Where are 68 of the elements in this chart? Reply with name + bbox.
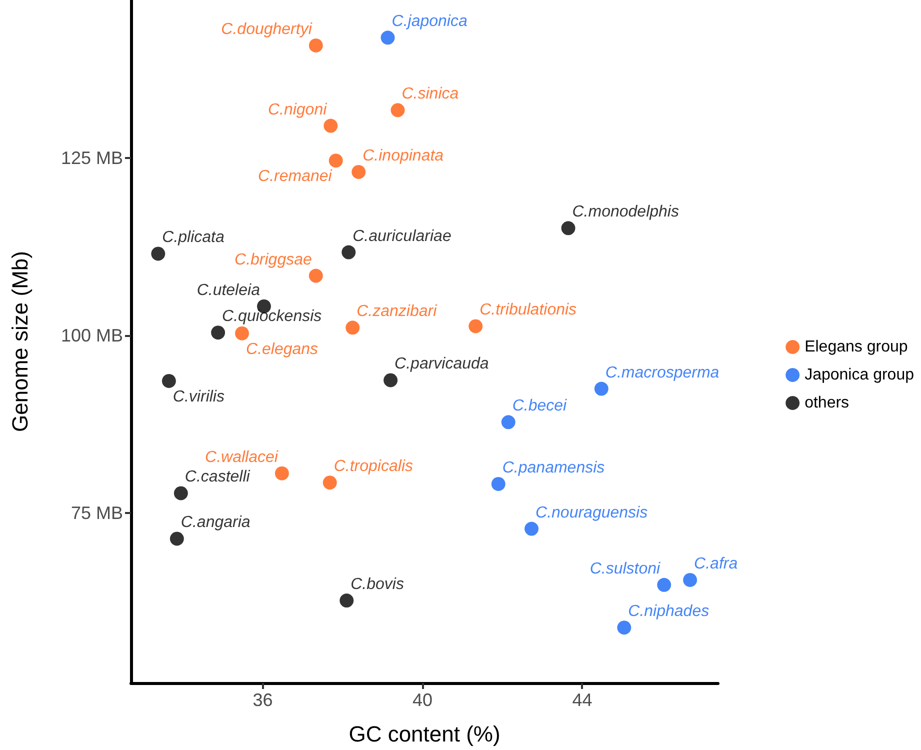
legend-label: Elegans group	[804, 338, 908, 356]
x-axis-title: GC content (%)	[348, 722, 500, 746]
annotation: C.japonica	[392, 13, 468, 30]
point	[390, 103, 405, 118]
point	[342, 245, 356, 260]
annotation: C.remanei	[258, 168, 332, 186]
annotation: C.nigoni	[268, 101, 328, 118]
x-tick-label: 44	[572, 690, 592, 710]
annotation: C.tribulationis	[480, 302, 577, 319]
y-tick-label: 75 MB	[70, 503, 123, 524]
annotation: C.monodelphis	[572, 204, 679, 221]
point	[617, 620, 632, 635]
annotation: C.castelli	[184, 468, 250, 486]
annotation: C.elegans	[246, 340, 318, 358]
point	[328, 154, 343, 168]
point	[151, 246, 166, 261]
point	[468, 319, 483, 334]
annotation: C.tropicalis	[334, 458, 413, 476]
annotation: C.quiockensis	[222, 308, 322, 326]
point	[657, 578, 672, 592]
annotation: C.bovis	[350, 576, 404, 594]
point	[340, 594, 354, 608]
annotation: C.sinica	[402, 86, 459, 103]
x-tick-label: 40	[412, 690, 433, 710]
y-tick-label: 125 MB	[60, 148, 123, 168]
point	[308, 268, 323, 283]
x-tick-label: 36	[252, 690, 273, 710]
annotation: C.nouraguensis	[536, 504, 648, 522]
point	[235, 326, 250, 340]
annotation: C.wallacei	[205, 448, 278, 466]
point	[380, 30, 395, 45]
annotation: C.auriculariae	[352, 228, 452, 245]
annotation: C.panamensis	[502, 460, 605, 476]
annotation: C.parvicauda	[394, 356, 489, 373]
y-axis-title: Genome size (Mb)	[8, 251, 32, 432]
annotation: C.uteleia	[196, 282, 260, 299]
point	[352, 164, 366, 179]
annotation: C.zanzibari	[356, 303, 438, 320]
annotation: C.sulstoni	[590, 560, 661, 578]
point	[491, 477, 506, 491]
legend-label: others	[804, 394, 850, 412]
annotation: C.afra	[694, 555, 738, 572]
point	[594, 382, 608, 396]
point	[170, 532, 184, 546]
annotation: C.virilis	[172, 388, 224, 406]
annotation: C.angaria	[180, 514, 250, 532]
point	[501, 415, 516, 430]
annotation: C.inopinata	[362, 147, 444, 164]
annotation: C.doughertyi	[221, 20, 312, 38]
point	[524, 522, 539, 536]
point	[384, 373, 398, 388]
annotation: C.briggsae	[234, 251, 312, 268]
point	[308, 38, 323, 52]
point	[346, 320, 360, 335]
point	[211, 326, 226, 340]
point	[322, 476, 337, 490]
annotation: C.becei	[512, 398, 568, 415]
point	[561, 221, 576, 236]
point	[683, 572, 698, 587]
y-tick-label: 100 MB	[60, 325, 123, 346]
point	[162, 374, 176, 388]
annotation: C.macrosperma	[605, 364, 720, 382]
annotation: C.plicata	[162, 229, 225, 246]
point	[324, 118, 338, 133]
point	[174, 486, 188, 500]
legend-label: Japonica group	[804, 366, 914, 384]
point	[274, 466, 289, 480]
annotation: C.niphades	[628, 603, 710, 620]
